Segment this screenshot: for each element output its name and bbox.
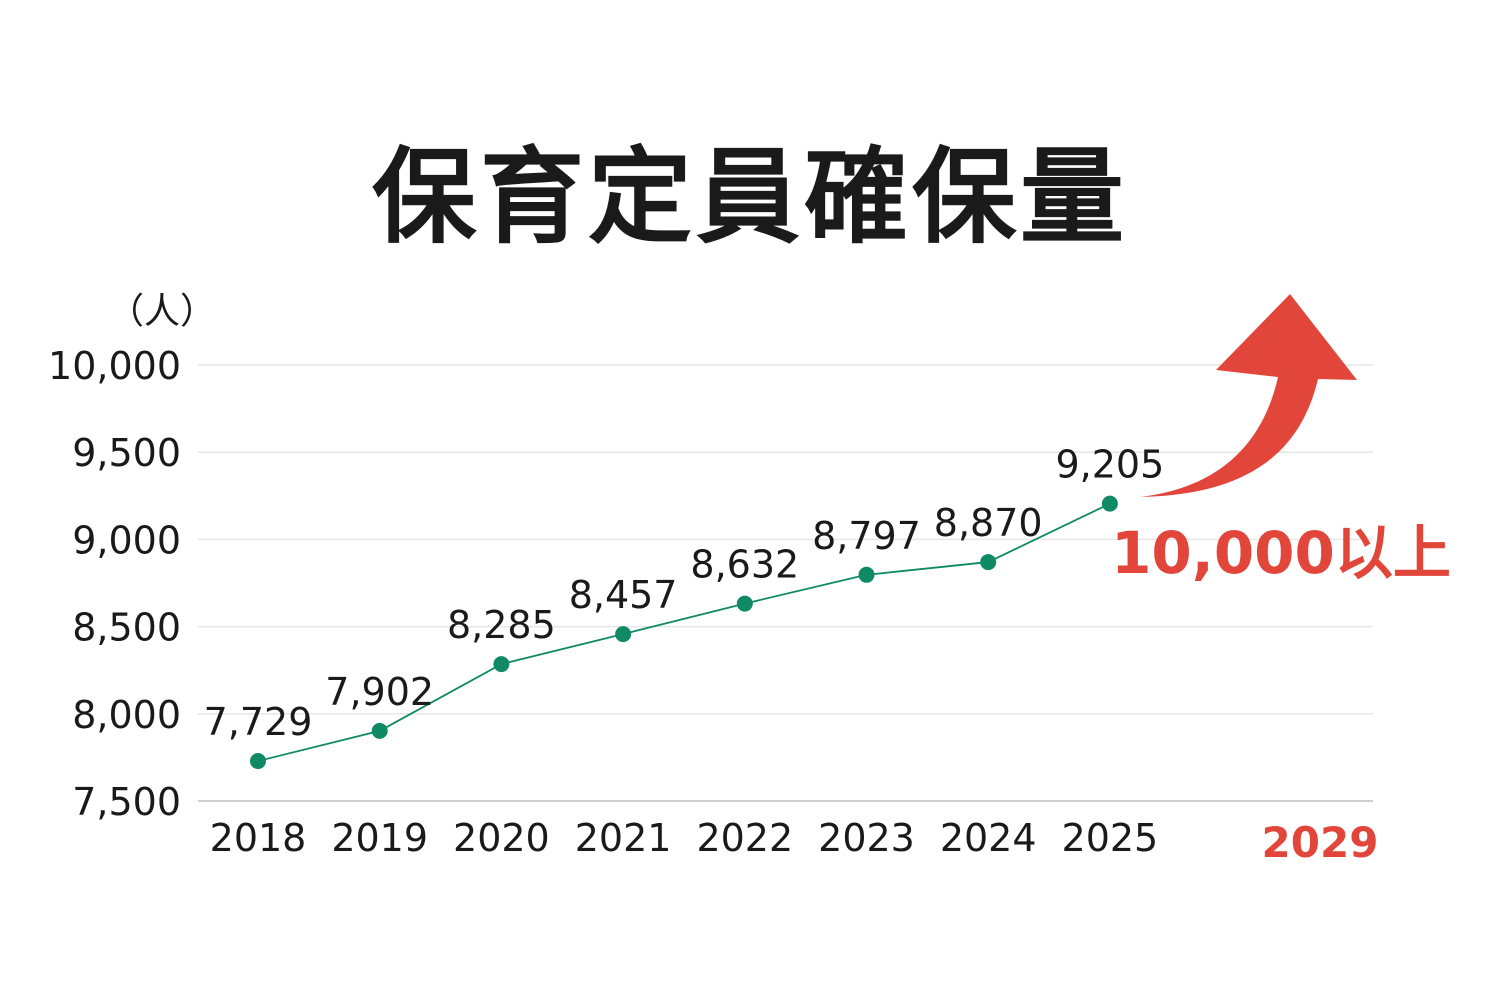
data-label: 8,797	[812, 514, 921, 558]
y-tick-label: 9,000	[72, 518, 181, 562]
target-arrow-icon	[1140, 294, 1357, 497]
x-tick-label: 2021	[575, 816, 672, 860]
chart-title: 保育定員確保量	[371, 136, 1128, 258]
y-axis-ticks: 7,500 8,000 8,500 9,000 9,500 10,000	[48, 344, 181, 824]
data-labels: 7,729 7,902 8,285 8,457 8,632 8,797 8,870 9,205	[204, 443, 1165, 744]
y-tick-label: 9,500	[72, 431, 181, 475]
data-point	[858, 566, 875, 583]
data-point	[371, 722, 388, 739]
x-tick-label: 2023	[818, 816, 915, 860]
series-line	[257, 502, 1111, 762]
data-label: 7,729	[204, 700, 313, 744]
y-tick-label: 7,500	[72, 780, 181, 824]
data-label: 8,457	[569, 573, 678, 617]
y-tick-label: 10,000	[48, 344, 181, 388]
y-tick-label: 8,000	[72, 693, 181, 737]
series-line-layer	[257, 502, 1111, 762]
x-tick-label: 2025	[1062, 816, 1159, 860]
x-tick-label: 2018	[210, 816, 307, 860]
data-points	[250, 495, 1118, 770]
x-tick-label: 2020	[453, 816, 550, 860]
x-tick-label: 2022	[696, 816, 793, 860]
target-value-label: 10,000以上	[1111, 519, 1451, 587]
target-year-label: 2029	[1262, 818, 1379, 867]
data-point	[493, 656, 510, 673]
y-axis-unit-label: （人）	[108, 291, 217, 332]
x-tick-label: 2024	[940, 816, 1037, 860]
y-tick-label: 8,500	[72, 606, 181, 650]
data-point	[615, 626, 632, 643]
data-label: 8,632	[690, 543, 799, 587]
data-point	[980, 554, 997, 571]
data-point	[736, 595, 753, 612]
data-label: 7,902	[325, 670, 434, 714]
data-label: 9,205	[1056, 443, 1165, 487]
data-label: 8,285	[447, 603, 556, 647]
x-axis-ticks: 2018 2019 2020 2021 2022 2023 2024 2025	[210, 816, 1159, 860]
gridlines	[198, 364, 1373, 802]
data-point	[250, 753, 266, 770]
target-annotation: 10,000以上 2029	[1111, 294, 1451, 867]
data-point	[1101, 495, 1118, 512]
data-label: 8,870	[934, 501, 1043, 545]
x-tick-label: 2019	[331, 816, 428, 860]
